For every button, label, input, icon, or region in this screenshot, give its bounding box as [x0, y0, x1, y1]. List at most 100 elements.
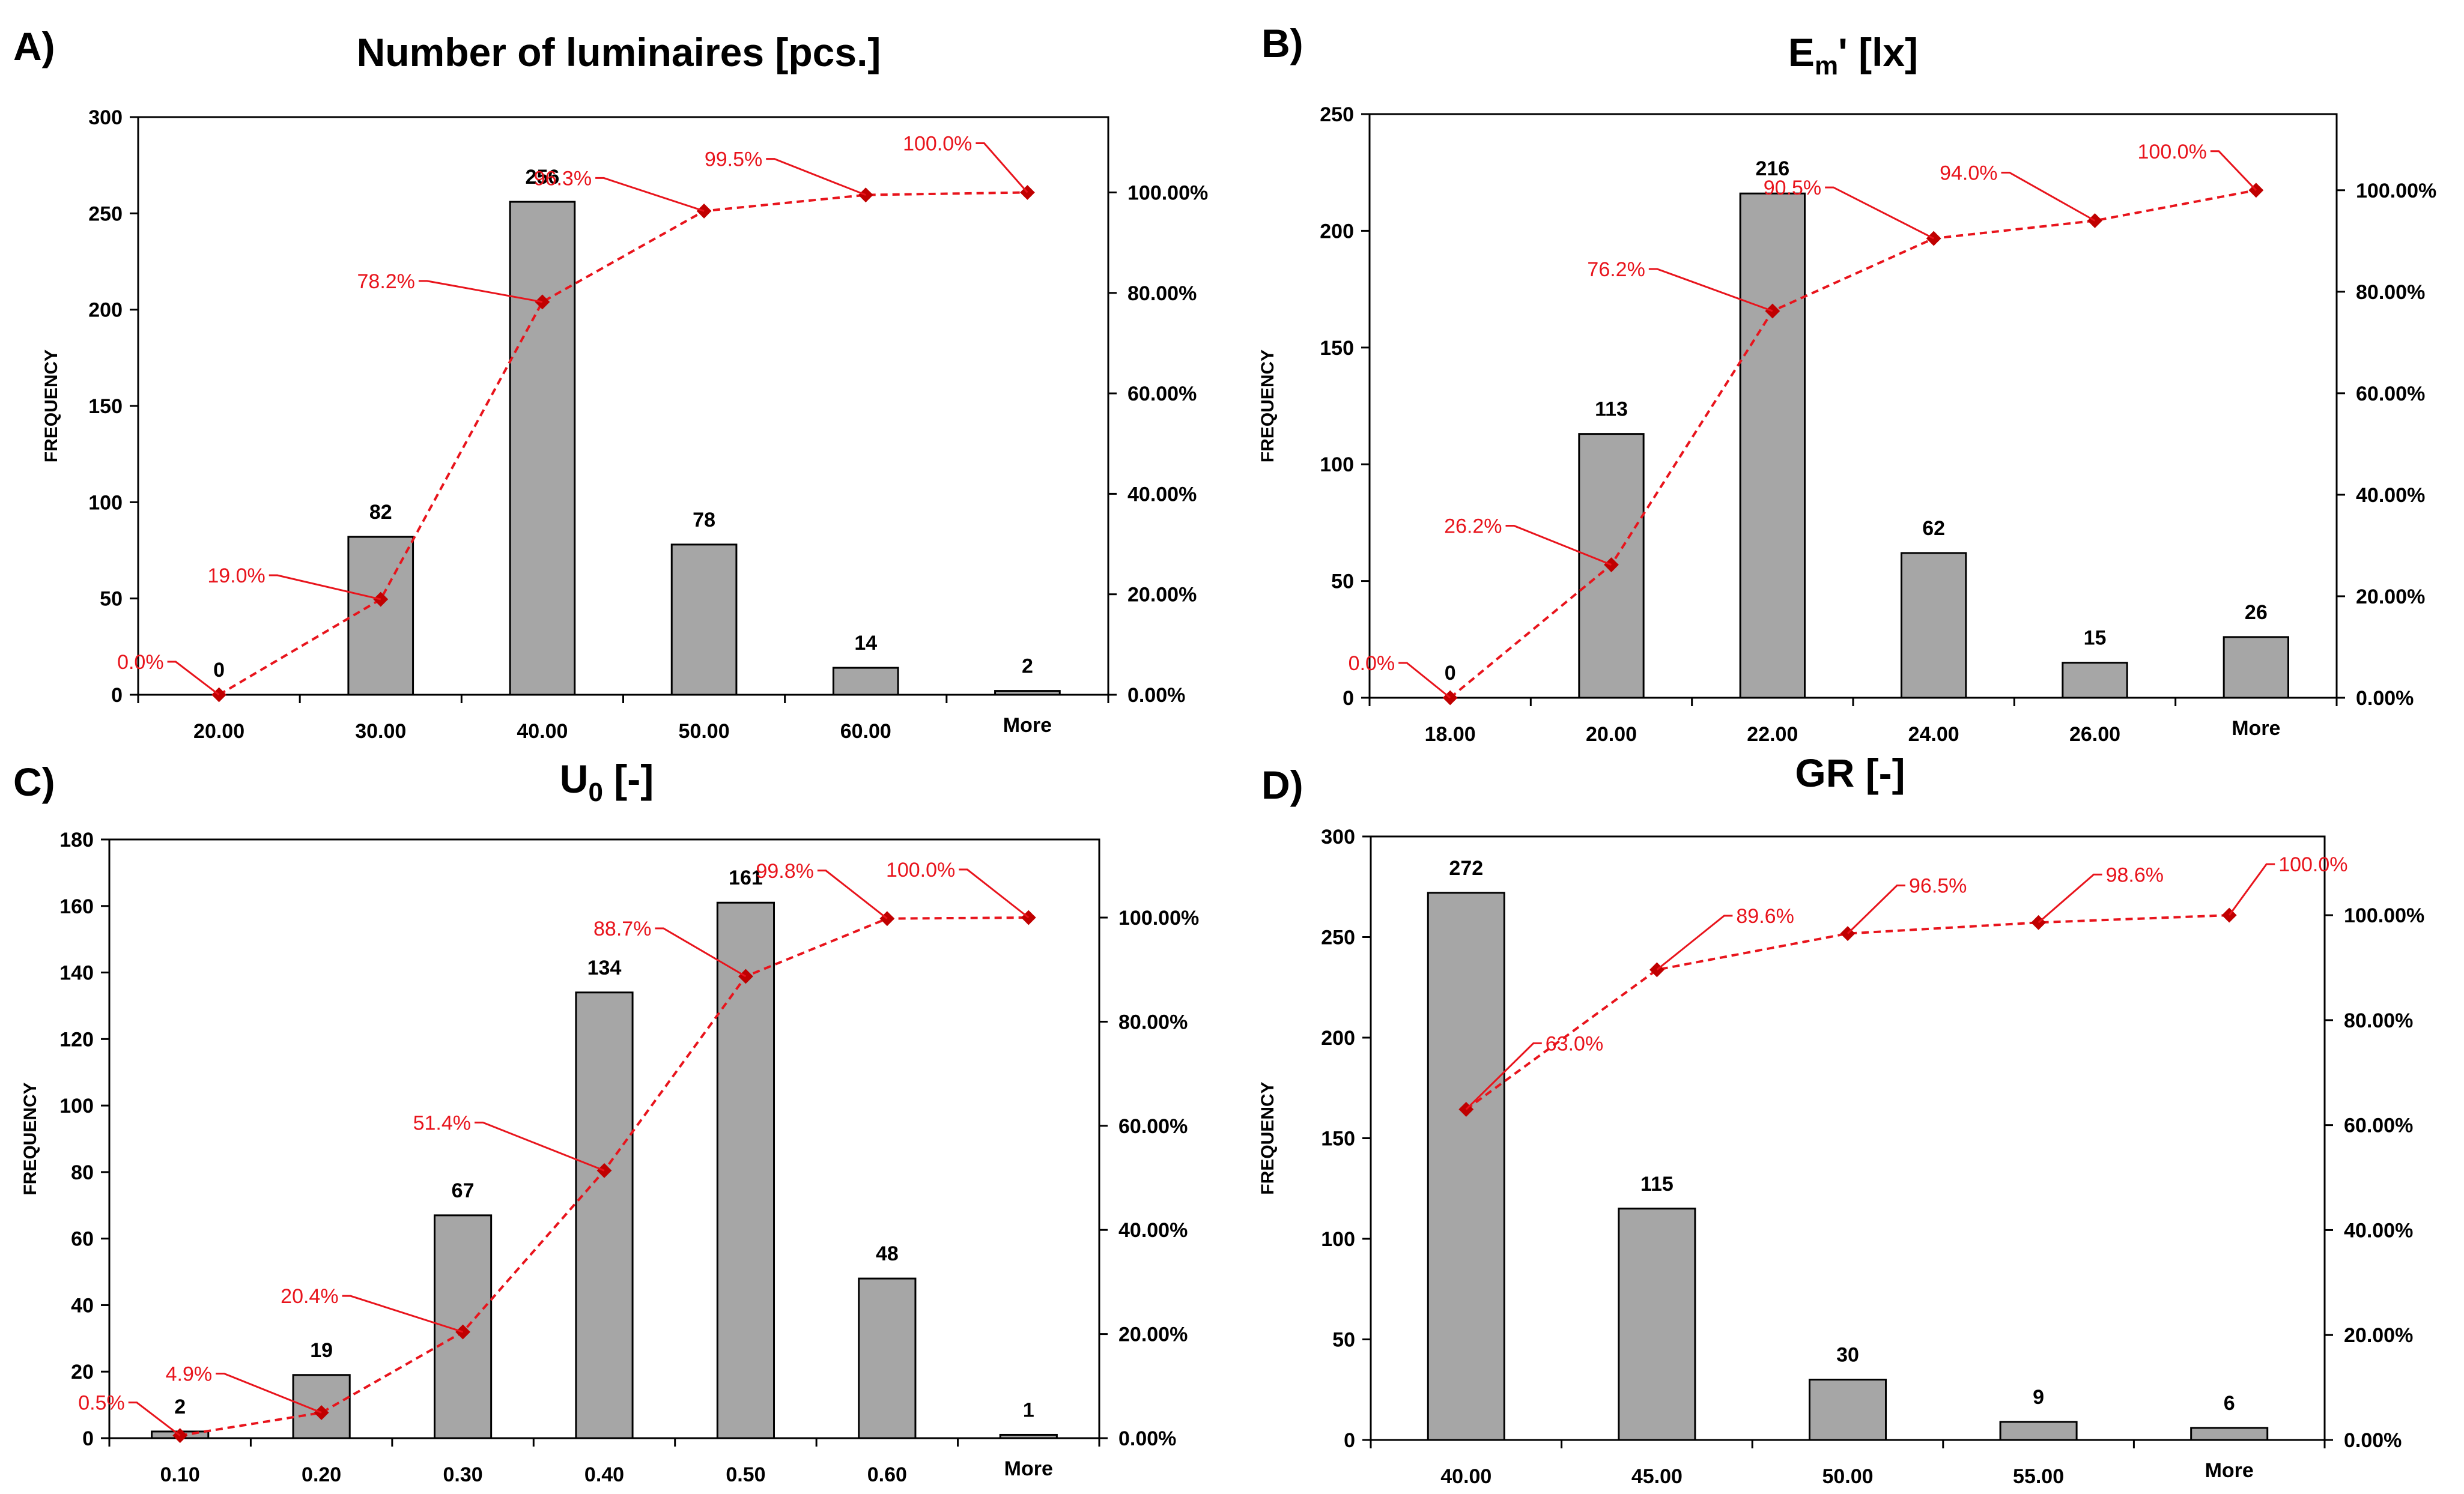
cumulative-leader — [128, 1402, 181, 1436]
y-tick-label: 100 — [1320, 453, 1354, 476]
bar — [994, 690, 1061, 696]
cumulative-leader — [1648, 268, 1773, 312]
bar — [1427, 892, 1505, 1441]
cumulative-leader — [1465, 1042, 1542, 1110]
bar — [347, 536, 414, 696]
y2-tick-label: 100.00% — [1118, 907, 1199, 930]
cumulative-label: 100.0% — [2138, 141, 2207, 163]
y-tick-label: 0 — [82, 1427, 94, 1450]
cumulative-line — [1449, 189, 2257, 699]
y2-tick-label: 0.00% — [1118, 1427, 1176, 1450]
y2-tick-label: 40.00% — [1118, 1219, 1188, 1242]
y-tick-label: 0 — [111, 684, 123, 707]
y2-tick-label: 0.00% — [2344, 1429, 2402, 1452]
cumulative-label: 19.0% — [207, 564, 265, 587]
chart-title-part-1: 0 — [588, 778, 602, 807]
cumulative-label: 4.9% — [166, 1363, 213, 1386]
cumulative-label: 90.5% — [1764, 177, 1821, 199]
x-tick-label: 26.00 — [2069, 723, 2120, 746]
bar-value-label: 67 — [452, 1179, 475, 1202]
y2-tick-label: 20.00% — [1127, 584, 1197, 606]
bar-value-label: 115 — [1640, 1173, 1674, 1196]
bar — [509, 201, 576, 696]
cumulative-label: 51.4% — [413, 1111, 471, 1134]
cumulative-label: 100.0% — [886, 859, 955, 882]
y-tick-label: 200 — [1320, 220, 1354, 243]
cumulative-leader — [817, 869, 888, 919]
x-tick-label: 0.10 — [160, 1463, 200, 1486]
cumulative-label: 76.2% — [1587, 258, 1645, 281]
y2-tick-label: 20.00% — [2344, 1324, 2413, 1347]
cumulative-leader — [766, 158, 866, 196]
cumulative-line — [218, 191, 1028, 696]
y2-tick-label: 100.00% — [1127, 181, 1208, 204]
x-tick-label: More — [2205, 1459, 2254, 1482]
bar-value-label: 9 — [2033, 1386, 2044, 1409]
bar — [1739, 192, 1806, 699]
cumulative-leader — [2038, 873, 2102, 924]
bar-value-label: 113 — [1595, 398, 1628, 421]
x-tick-label: 60.00 — [840, 720, 891, 743]
cumulative-label: 98.6% — [2106, 863, 2164, 886]
x-tick-label: More — [1003, 714, 1052, 737]
y2-tick-label: 60.00% — [2356, 383, 2425, 405]
bar-value-label: 256 — [526, 166, 560, 189]
y-tick-label: 250 — [1321, 927, 1355, 949]
y-tick-label: 160 — [59, 895, 94, 918]
bar-value-label: 48 — [876, 1242, 899, 1265]
y2-tick-label: 100.00% — [2356, 180, 2436, 202]
plot-frame — [1368, 113, 2338, 699]
cumulative-label: 99.8% — [756, 860, 813, 883]
bar — [2223, 636, 2290, 699]
x-tick-label: 22.00 — [1747, 723, 1798, 746]
chart-title-part-0: E — [1788, 30, 1815, 74]
y2-tick-label: 60.00% — [1127, 383, 1197, 405]
cumulative-label: 100.0% — [2278, 853, 2347, 876]
y-axis-title: FREQUENCY — [41, 349, 61, 462]
bar-value-label: 30 — [1836, 1344, 1859, 1367]
x-tick-label: 50.00 — [1822, 1465, 1873, 1488]
x-tick-label: 55.00 — [2013, 1465, 2064, 1488]
y-axis-title: FREQUENCY — [1258, 349, 1278, 462]
y2-tick-label: 80.00% — [2344, 1009, 2413, 1032]
bar — [575, 991, 634, 1439]
bar-value-label: 15 — [2084, 627, 2107, 650]
x-tick-label: 0.30 — [443, 1463, 482, 1486]
chart-title-part-2: ' [lx] — [1838, 30, 1918, 74]
x-tick-label: 50.00 — [679, 720, 730, 743]
bar-value-label: 6 — [2224, 1392, 2235, 1415]
cumulative-label: 0.0% — [117, 651, 164, 674]
x-tick-label: 40.00 — [1440, 1465, 1491, 1488]
cumulative-label: 94.0% — [1940, 162, 1997, 184]
bar-value-label: 26 — [2245, 601, 2268, 624]
cumulative-label: 89.6% — [1736, 905, 1794, 928]
y2-tick-label: 40.00% — [1127, 483, 1197, 506]
bar — [999, 1433, 1058, 1439]
bar-value-label: 19 — [310, 1339, 333, 1362]
bar-value-label: 0 — [213, 659, 225, 682]
cumulative-leader — [1505, 525, 1612, 566]
bar-value-label: 2 — [174, 1396, 186, 1418]
cumulative-leader — [167, 661, 220, 696]
y-axis-title: FREQUENCY — [20, 1082, 40, 1195]
x-tick-label: 40.00 — [517, 720, 568, 743]
chart-title: Em' [lx] — [1788, 30, 1918, 80]
cumulative-label: 0.5% — [78, 1392, 125, 1415]
cumulative-label: 26.2% — [1444, 515, 1502, 538]
y-axis-title: FREQUENCY — [1258, 1081, 1278, 1194]
x-tick-label: 24.00 — [1908, 723, 1959, 746]
bar — [858, 1277, 917, 1439]
bar — [1618, 1208, 1696, 1441]
x-tick-label: 30.00 — [355, 720, 406, 743]
x-tick-label: 45.00 — [1631, 1465, 1683, 1488]
y2-tick-label: 0.00% — [1127, 684, 1185, 707]
chart-panel-3: C) U0 [-]0204060801001201401601800.00%20.… — [13, 757, 1199, 1486]
bar-value-label: 78 — [693, 509, 715, 531]
cumulative-leader — [1656, 915, 1733, 971]
chart-title: Number of luminaires [pcs.] — [357, 30, 881, 74]
cumulative-leader — [1825, 186, 1934, 240]
bar-value-label: 272 — [1449, 857, 1483, 880]
chart-title-part-0: GR [-] — [1795, 751, 1905, 795]
y2-tick-label: 20.00% — [1118, 1323, 1188, 1346]
bar-value-label: 134 — [587, 957, 622, 979]
